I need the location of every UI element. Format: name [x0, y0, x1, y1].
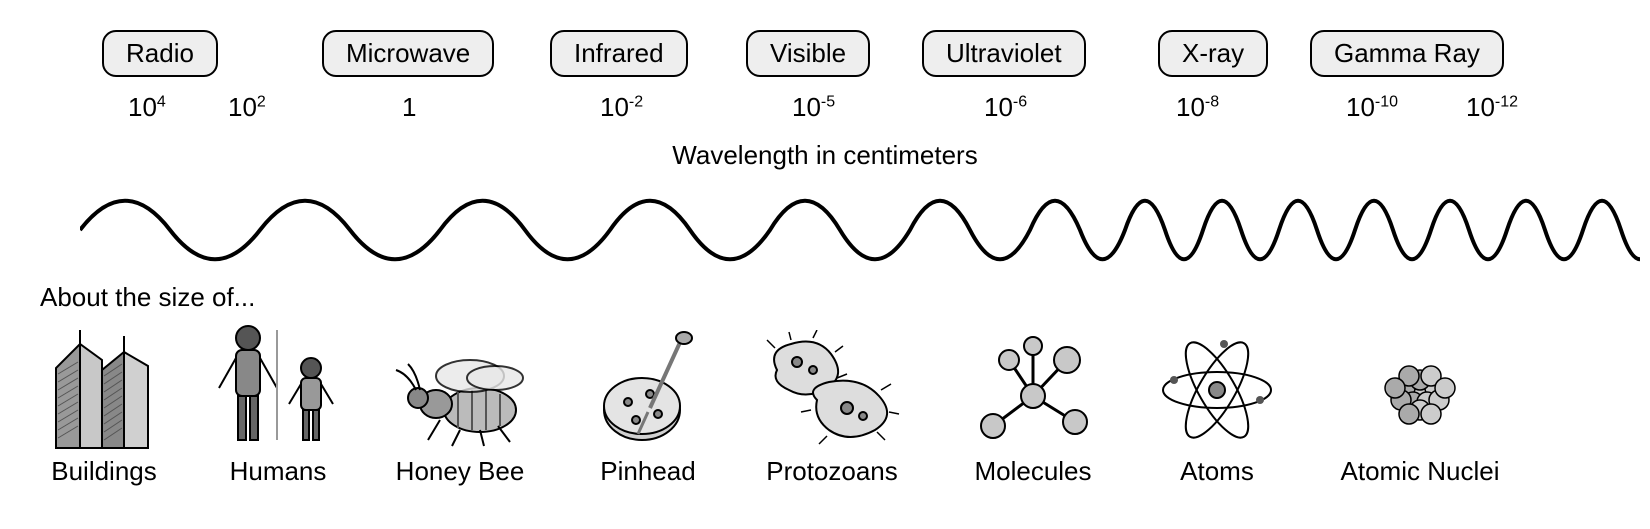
spectrum-band: Microwave [322, 30, 494, 77]
size-example: Humans [198, 320, 358, 487]
size-example: Atomic Nuclei [1320, 320, 1520, 487]
humans-icon [198, 320, 358, 450]
atoms-icon [1142, 320, 1292, 450]
pinhead-icon [568, 320, 728, 450]
example-label: Buildings [24, 456, 184, 487]
example-label: Pinhead [568, 456, 728, 487]
size-example: Atoms [1142, 320, 1292, 487]
exp-sup: 4 [157, 93, 166, 110]
size-of-label: About the size of... [40, 282, 255, 313]
exp-base: 10 [792, 92, 821, 122]
wavelength-value: 10-6 [984, 92, 1027, 123]
exp-base: 10 [228, 92, 257, 122]
spectrum-band: X-ray [1158, 30, 1268, 77]
exp-base: 10 [984, 92, 1013, 122]
spectrum-band: Infrared [550, 30, 688, 77]
wavelength-value: 1 [402, 92, 416, 123]
wave-curve [80, 170, 1640, 290]
size-examples: Buildings Humans Honey Bee Pinhead Protozoan… [0, 320, 1650, 520]
example-label: Protozoans [742, 456, 922, 487]
spectrum-band: Radio [102, 30, 218, 77]
exp-sup: -10 [1375, 93, 1398, 110]
wavelength-value: 10-10 [1346, 92, 1398, 123]
size-example: Molecules [948, 320, 1118, 487]
exp-sup: 2 [257, 93, 266, 110]
size-example: Buildings [24, 320, 184, 487]
exp-base: 10 [1176, 92, 1205, 122]
size-example: Protozoans [742, 320, 922, 487]
wavelength-value: 10-8 [1176, 92, 1219, 123]
exp-sup: -8 [1205, 93, 1219, 110]
spectrum-band: Visible [746, 30, 870, 77]
axis-label: Wavelength in centimeters [672, 140, 977, 171]
exp-base: 10 [128, 92, 157, 122]
spectrum-band: Gamma Ray [1310, 30, 1504, 77]
wavelength-exponents: 104102110-210-510-610-810-1010-12 [0, 92, 1650, 132]
nuclei-icon [1320, 320, 1520, 450]
spectrum-bands: Radio Microwave Infrared Visible Ultraviolet… [0, 30, 1650, 86]
size-example: Pinhead [568, 320, 728, 487]
exp-base: 10 [600, 92, 629, 122]
bee-icon [370, 320, 550, 450]
buildings-icon [24, 320, 184, 450]
example-label: Honey Bee [370, 456, 550, 487]
size-example: Honey Bee [370, 320, 550, 487]
exp-sup: -5 [821, 93, 835, 110]
wavelength-value: 10-5 [792, 92, 835, 123]
example-label: Molecules [948, 456, 1118, 487]
molecules-icon [948, 320, 1118, 450]
example-label: Atoms [1142, 456, 1292, 487]
wavelength-value: 102 [228, 92, 266, 123]
wavelength-value: 104 [128, 92, 166, 123]
wavelength-value: 10-2 [600, 92, 643, 123]
example-label: Humans [198, 456, 358, 487]
wavelength-value: 10-12 [1466, 92, 1518, 123]
exp-base: 10 [1466, 92, 1495, 122]
protozoans-icon [742, 320, 922, 450]
exp-sup: -2 [629, 93, 643, 110]
exp-sup: -6 [1013, 93, 1027, 110]
spectrum-band: Ultraviolet [922, 30, 1086, 77]
example-label: Atomic Nuclei [1320, 456, 1520, 487]
exp-base: 10 [1346, 92, 1375, 122]
exp-sup: -12 [1495, 93, 1518, 110]
